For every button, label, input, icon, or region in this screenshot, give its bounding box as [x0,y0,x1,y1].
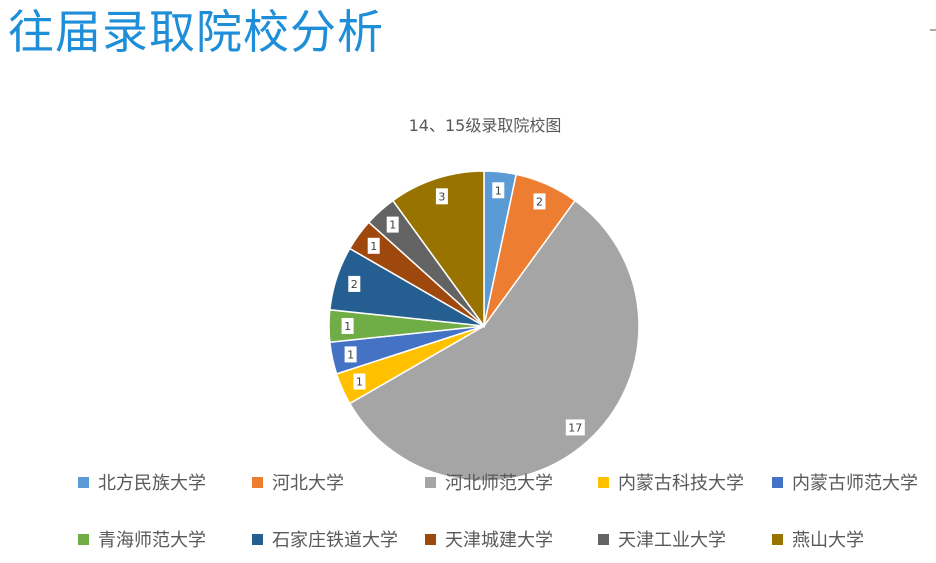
svg-text:17: 17 [568,421,582,434]
pie-slice [348,199,640,482]
data-label: 1 [353,373,366,390]
corner-mark [930,26,936,36]
data-label: 2 [348,275,361,292]
svg-text:2: 2 [351,278,358,291]
data-label: 1 [367,237,380,254]
svg-text:1: 1 [495,184,502,197]
data-label: 3 [435,188,448,205]
data-label: 17 [565,419,585,436]
svg-text:1: 1 [356,376,363,389]
chart-title: 14、15级录取院校图 [408,116,562,135]
svg-text:3: 3 [438,190,445,203]
svg-text:1: 1 [389,219,396,232]
data-label: 1 [386,216,399,233]
svg-text:1: 1 [344,320,351,333]
data-label: 1 [341,318,354,334]
page-title: 往届录取院校分析 [8,5,384,59]
svg-text:2: 2 [536,195,543,208]
svg-text:1: 1 [347,348,354,361]
data-label: 1 [344,346,357,363]
data-label: 2 [533,193,546,210]
svg-text:1: 1 [370,240,377,253]
data-label: 1 [492,182,505,199]
pie-slice [391,170,485,329]
